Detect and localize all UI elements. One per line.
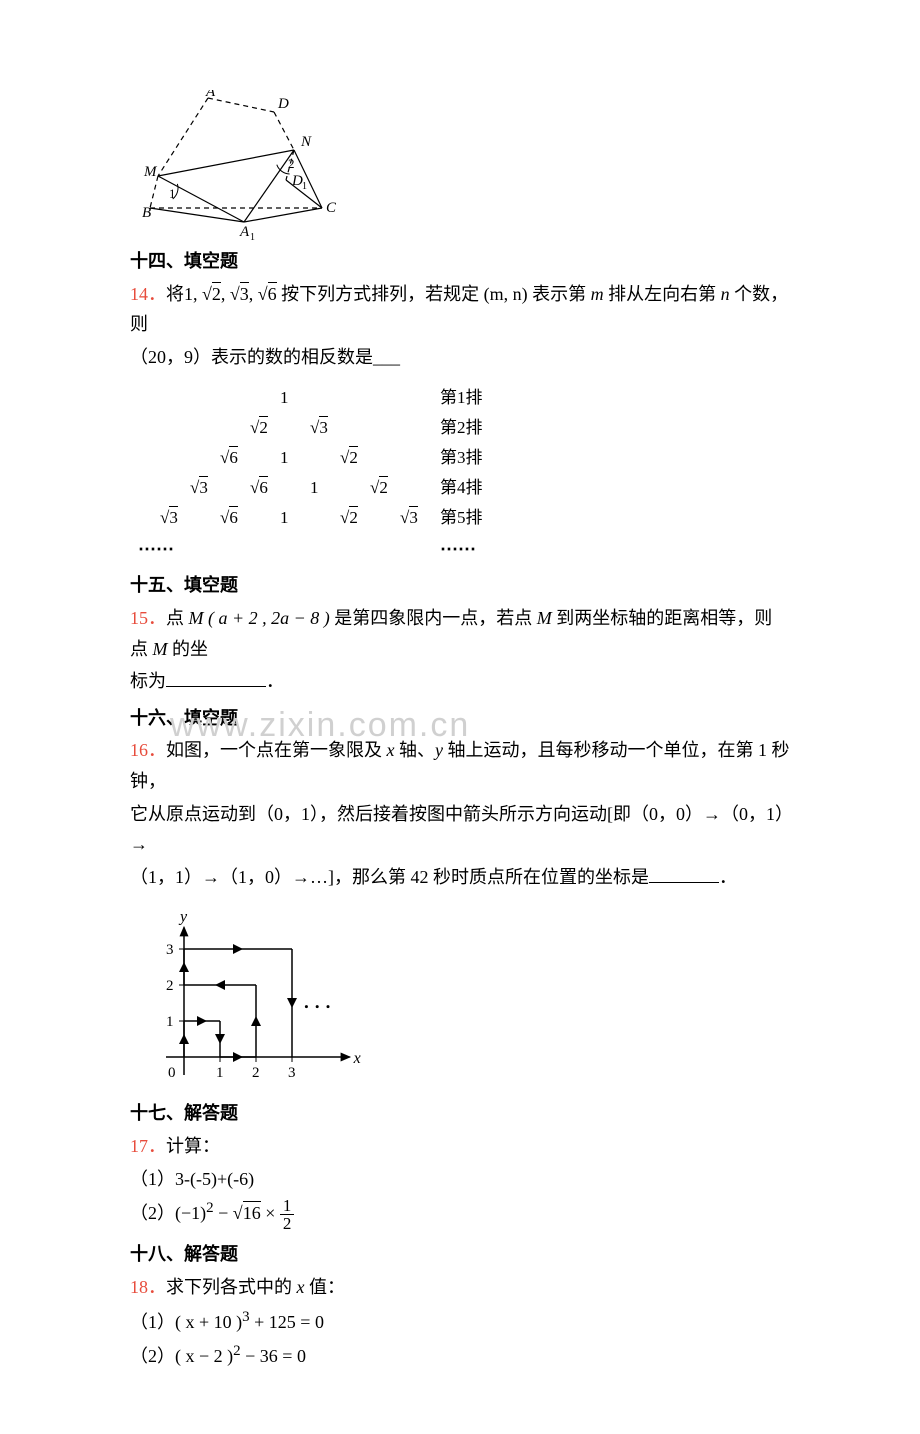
svg-text:A: A	[239, 224, 250, 240]
q14-triangle: 1 第1排 √2 √3 第2排 √6 1 √2 第3排 √3 √6 1 √2 第4排 √3 √6 1 √2 √3 第5…	[130, 384, 790, 564]
section-18-title: 十八、解答题	[130, 1239, 790, 1270]
svg-text:x: x	[353, 1050, 361, 1067]
triangle-row-label: 第2排	[440, 414, 483, 443]
q15-number: 15．	[130, 608, 166, 628]
triangle-cell: √3	[160, 504, 178, 533]
spiral-svg: 1 2 3 1 2 3 0 x y	[144, 902, 394, 1092]
q17-sub2: （2）(−1)2 − √16 × 12	[130, 1196, 790, 1233]
svg-text:3: 3	[166, 942, 174, 958]
svg-text:D: D	[277, 96, 289, 112]
triangle-cell: √6	[220, 444, 238, 473]
q15-line1: 15．点 M ( a + 2 , 2a − 8 ) 是第四象限内一点，若点 M …	[130, 603, 790, 664]
triangle-cell: 1	[280, 504, 289, 533]
triangle-cell: 1	[280, 444, 289, 473]
svg-text:1: 1	[302, 181, 307, 192]
q18-sub1: （1）( x + 10 )3 + 125 = 0	[130, 1305, 790, 1338]
q15-blank	[166, 669, 266, 687]
triangle-cell: √2	[340, 504, 358, 533]
svg-text:B: B	[142, 205, 151, 221]
svg-text:3: 3	[288, 1065, 296, 1081]
q14-number: 14．	[130, 284, 166, 304]
triangle-cell: 1	[280, 384, 289, 413]
q16-line2: 它从原点运动到（0，1），然后接着按图中箭头所示方向运动[即（0，0）→（0，1…	[130, 799, 790, 860]
q16-number: 16．	[130, 740, 166, 760]
triangle-row-label: 第3排	[440, 444, 483, 473]
svg-text:y: y	[178, 909, 188, 926]
svg-text:1: 1	[216, 1065, 224, 1081]
q17-number: 17．	[130, 1136, 166, 1156]
q18-sub2: （2）( x − 2 )2 − 36 = 0	[130, 1339, 790, 1372]
watermark-wrap: 十六、填空题 16．如图，一个点在第一象限及 x 轴、y 轴上运动，且每秒移动一…	[130, 703, 790, 797]
triangle-cell: √2	[340, 444, 358, 473]
q15-line2: 标为．	[130, 666, 790, 697]
triangle-cell: √2	[250, 414, 268, 443]
svg-text:1: 1	[169, 186, 176, 201]
section-14-title: 十四、填空题	[130, 246, 790, 277]
q17-frac: 12	[280, 1197, 295, 1234]
svg-text:1: 1	[166, 1014, 174, 1030]
triangle-row-label: 第5排	[440, 504, 483, 533]
triangle-cell: √3	[400, 504, 418, 533]
q17-sub1: （1）3-(-5)+(-6)	[130, 1164, 790, 1195]
svg-text:2: 2	[166, 978, 174, 994]
q16-blank	[649, 865, 719, 883]
svg-text:N: N	[300, 134, 312, 150]
svg-text:M: M	[143, 164, 158, 180]
svg-text:0: 0	[168, 1065, 176, 1081]
q16-line3: （1，1）→（1，0）→…]，那么第 42 秒时质点所在位置的坐标是．	[130, 862, 790, 893]
triangle-cell: √6	[250, 474, 268, 503]
triangle-cell: 1	[310, 474, 319, 503]
svg-text:C: C	[326, 200, 336, 216]
q18-number: 18．	[130, 1277, 166, 1297]
triangle-cell: √2	[370, 474, 388, 503]
svg-text:A: A	[205, 90, 216, 100]
svg-text:2: 2	[252, 1065, 260, 1081]
triangle-row-label: 第1排	[440, 384, 483, 413]
section-17-title: 十七、解答题	[130, 1098, 790, 1129]
triangle-row-label: 第4排	[440, 474, 483, 503]
svg-text:1: 1	[250, 232, 255, 240]
triangle-cell: √3	[190, 474, 208, 503]
q14-line2: （20，9）表示的数的相反数是___	[130, 342, 790, 373]
q18-line1: 18．求下列各式中的 x 值：	[130, 1272, 790, 1303]
triangle-cell: √3	[310, 414, 328, 443]
triangle-cell: √6	[220, 504, 238, 533]
page: 12ADND1CA1BM 十四、填空题 14．将1, √2, √3, √6 按下…	[0, 0, 920, 1434]
q14-expr: 1, √2, √3, √6	[184, 282, 277, 304]
section-16-title: 十六、填空题	[130, 703, 790, 734]
figure-polygon: 12ADND1CA1BM	[136, 90, 790, 240]
polygon-svg: 12ADND1CA1BM	[136, 90, 336, 240]
q16-line1: 16．如图，一个点在第一象限及 x 轴、y 轴上运动，且每秒移动一个单位，在第 …	[130, 735, 790, 796]
q15-point: M ( a + 2 , 2a − 8 )	[189, 608, 330, 628]
figure-spiral: 1 2 3 1 2 3 0 x y	[144, 902, 790, 1092]
svg-text:2: 2	[288, 156, 295, 171]
q17-line1: 17．计算：	[130, 1131, 790, 1162]
section-15-title: 十五、填空题	[130, 570, 790, 601]
q14-line1: 14．将1, √2, √3, √6 按下列方式排列，若规定 (m, n) 表示第…	[130, 279, 790, 340]
